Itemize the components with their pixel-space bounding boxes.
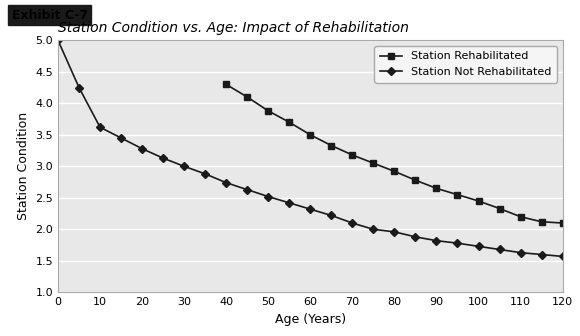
Station Rehabilitated bbox=[454, 193, 461, 197]
Station Not Rehabilitated bbox=[412, 235, 419, 239]
Station Not Rehabilitated bbox=[433, 239, 440, 243]
Station Not Rehabilitated bbox=[160, 156, 166, 160]
Text: Exhibit C-7: Exhibit C-7 bbox=[12, 9, 88, 22]
Station Not Rehabilitated bbox=[496, 247, 503, 251]
Station Rehabilitated bbox=[391, 169, 398, 173]
Line: Station Rehabilitated: Station Rehabilitated bbox=[223, 82, 566, 226]
Station Not Rehabilitated bbox=[96, 125, 103, 129]
Station Not Rehabilitated bbox=[118, 136, 125, 140]
Station Not Rehabilitated bbox=[202, 172, 209, 176]
Station Not Rehabilitated bbox=[349, 221, 356, 225]
Station Rehabilitated bbox=[264, 109, 271, 113]
Station Not Rehabilitated bbox=[55, 38, 61, 42]
Station Rehabilitated bbox=[538, 220, 545, 224]
Station Rehabilitated bbox=[412, 178, 419, 182]
Station Rehabilitated bbox=[517, 215, 524, 219]
Station Not Rehabilitated bbox=[139, 146, 146, 151]
Line: Station Not Rehabilitated: Station Not Rehabilitated bbox=[55, 38, 566, 259]
Station Not Rehabilitated bbox=[307, 207, 314, 211]
Station Rehabilitated bbox=[286, 120, 293, 124]
Station Rehabilitated bbox=[475, 199, 482, 203]
Station Not Rehabilitated bbox=[264, 195, 271, 199]
Y-axis label: Station Condition: Station Condition bbox=[17, 112, 30, 220]
Station Not Rehabilitated bbox=[454, 241, 461, 245]
Station Rehabilitated bbox=[244, 95, 251, 99]
Station Not Rehabilitated bbox=[517, 251, 524, 255]
Station Rehabilitated bbox=[370, 161, 377, 165]
Station Not Rehabilitated bbox=[559, 254, 566, 258]
Text: Station Condition vs. Age: Impact of Rehabilitation: Station Condition vs. Age: Impact of Reh… bbox=[58, 21, 409, 35]
Station Rehabilitated bbox=[328, 143, 335, 148]
Station Rehabilitated bbox=[307, 133, 314, 137]
X-axis label: Age (Years): Age (Years) bbox=[275, 313, 346, 326]
Station Not Rehabilitated bbox=[286, 201, 293, 205]
Station Rehabilitated bbox=[349, 153, 356, 157]
Station Not Rehabilitated bbox=[538, 253, 545, 257]
Station Not Rehabilitated bbox=[181, 164, 188, 168]
Station Not Rehabilitated bbox=[475, 244, 482, 248]
Station Rehabilitated bbox=[496, 207, 503, 211]
Station Not Rehabilitated bbox=[391, 230, 398, 234]
Station Rehabilitated bbox=[559, 221, 566, 225]
Station Not Rehabilitated bbox=[370, 227, 377, 231]
Station Rehabilitated bbox=[223, 82, 230, 86]
Station Not Rehabilitated bbox=[328, 213, 335, 217]
Station Not Rehabilitated bbox=[223, 181, 230, 185]
Station Not Rehabilitated bbox=[75, 86, 82, 90]
Station Not Rehabilitated bbox=[244, 187, 251, 192]
Station Rehabilitated bbox=[433, 186, 440, 191]
Legend: Station Rehabilitated, Station Not Rehabilitated: Station Rehabilitated, Station Not Rehab… bbox=[375, 46, 557, 83]
